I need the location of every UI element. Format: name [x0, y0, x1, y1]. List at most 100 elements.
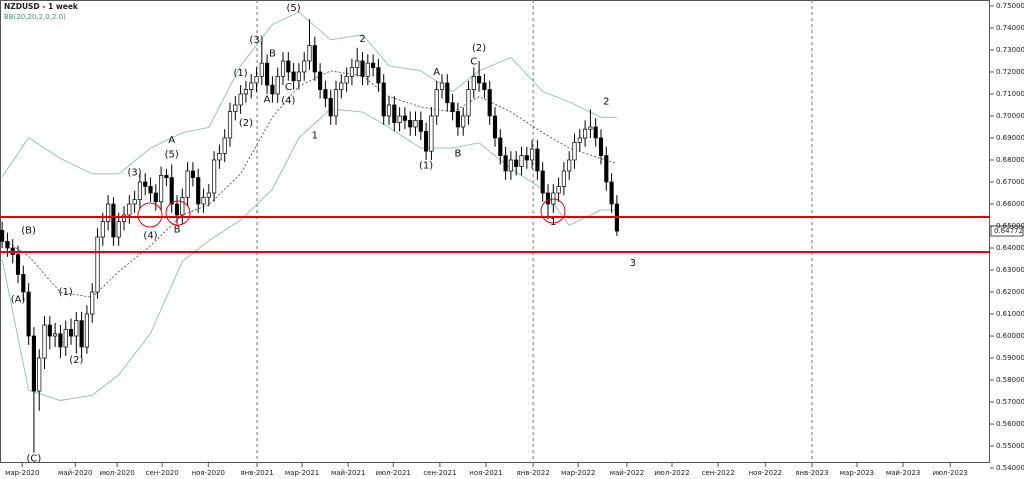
- candle-body: [572, 142, 577, 161]
- candle-body: [482, 82, 487, 90]
- candle-body: [487, 89, 492, 117]
- y-tick-label: 0.59000: [996, 354, 1024, 362]
- x-tick-label: июл-2022: [654, 469, 689, 477]
- candle-body: [445, 82, 450, 104]
- candle-body: [344, 76, 349, 84]
- y-tick-label: 0.67000: [996, 178, 1024, 186]
- y-tick-label: 0.60000: [996, 332, 1024, 340]
- y-tick-label: 0.57000: [996, 398, 1024, 406]
- candle-body: [37, 357, 42, 392]
- x-tick-label: июл-2020: [99, 469, 134, 477]
- candle-body: [461, 115, 466, 128]
- candle-body: [508, 159, 513, 172]
- candle-body: [159, 175, 164, 203]
- candle-body: [439, 82, 445, 90]
- candle-body: [74, 320, 79, 337]
- candle-body: [212, 159, 217, 194]
- candle-body: [318, 71, 323, 90]
- candle-body: [466, 89, 471, 117]
- wave-label: A: [264, 95, 271, 106]
- current-price-label: 0.64772: [994, 227, 1023, 235]
- candle-body: [106, 203, 111, 222]
- y-tick-label: 0.58000: [996, 376, 1024, 384]
- candle-body: [121, 214, 127, 222]
- candle-body: [598, 137, 604, 156]
- candle-body: [169, 177, 174, 205]
- candle-body: [5, 241, 10, 249]
- wave-label: A: [168, 135, 175, 146]
- candle-body: [577, 137, 582, 143]
- candle-body: [556, 186, 561, 194]
- candle-body: [68, 329, 74, 337]
- wave-label: (3): [249, 35, 263, 46]
- wave-label: (4): [143, 230, 157, 241]
- candle-body: [551, 192, 556, 205]
- y-tick-label: 0.62000: [996, 288, 1024, 296]
- candle-body: [58, 333, 63, 348]
- candle-body: [217, 153, 222, 161]
- candle-body: [132, 199, 137, 205]
- candle-body: [540, 170, 545, 194]
- candle-body: [355, 60, 360, 68]
- candle-body: [381, 82, 386, 117]
- candle-body: [434, 89, 439, 117]
- candle-body: [137, 181, 142, 200]
- candle-body: [31, 335, 36, 392]
- y-tick-label: 0.73000: [996, 46, 1024, 54]
- wave-label: (3): [128, 168, 142, 179]
- y-tick-label: 0.69000: [996, 134, 1024, 142]
- candle-body: [514, 159, 519, 167]
- bollinger-band: [1, 108, 617, 401]
- candle-body: [545, 192, 551, 205]
- wave-label: (2): [472, 43, 486, 54]
- candle-body: [26, 291, 31, 337]
- candle-body: [323, 89, 328, 99]
- candle-body: [519, 155, 524, 167]
- y-tick-label: 0.74000: [996, 24, 1024, 32]
- candle-body: [116, 221, 121, 238]
- candle-body: [286, 60, 291, 73]
- candle-body: [604, 155, 609, 183]
- bollinger-band: [1, 70, 618, 298]
- x-tick-label: июл-2021: [376, 469, 411, 477]
- x-tick-label: сен-2021: [423, 469, 456, 477]
- candle-body: [233, 104, 238, 112]
- candle-body: [164, 175, 169, 178]
- candle-body: [47, 324, 52, 337]
- candle-body: [503, 155, 508, 172]
- candle-body: [254, 76, 259, 84]
- wave-label: (4): [281, 96, 295, 107]
- candle-body: [450, 102, 455, 112]
- wave-label: B: [454, 148, 461, 159]
- x-tick-label: мар-2023: [840, 469, 874, 477]
- wave-label: (1): [59, 287, 73, 298]
- candle-body: [312, 45, 317, 73]
- candle-body: [42, 324, 47, 359]
- candle-body: [609, 181, 614, 205]
- candle-body: [280, 60, 286, 77]
- candle-body: [275, 76, 280, 95]
- wave-label: (5): [287, 3, 301, 14]
- candle-body: [84, 313, 89, 348]
- wave-label: (A): [11, 294, 26, 305]
- candle-body: [429, 115, 434, 152]
- candle-body: [79, 320, 84, 348]
- candle-body: [95, 236, 100, 293]
- x-tick-label: мар-2022: [561, 469, 595, 477]
- wave-label: (2): [69, 355, 83, 366]
- candle-body: [249, 82, 254, 90]
- candle-body: [291, 71, 296, 82]
- candle-body: [328, 98, 333, 117]
- candle-body: [530, 148, 535, 161]
- y-tick-label: 0.54000: [996, 464, 1024, 472]
- y-tick-label: 0.68000: [996, 156, 1024, 164]
- candle-body: [371, 62, 376, 68]
- current-price-box: [990, 225, 1024, 237]
- wave-label: C: [470, 57, 477, 68]
- candle-body: [206, 192, 211, 198]
- candle-body: [386, 104, 392, 117]
- candle-body: [222, 137, 227, 154]
- candle-body: [392, 104, 397, 123]
- wave-label: (2): [239, 118, 253, 129]
- candle-body: [196, 177, 201, 205]
